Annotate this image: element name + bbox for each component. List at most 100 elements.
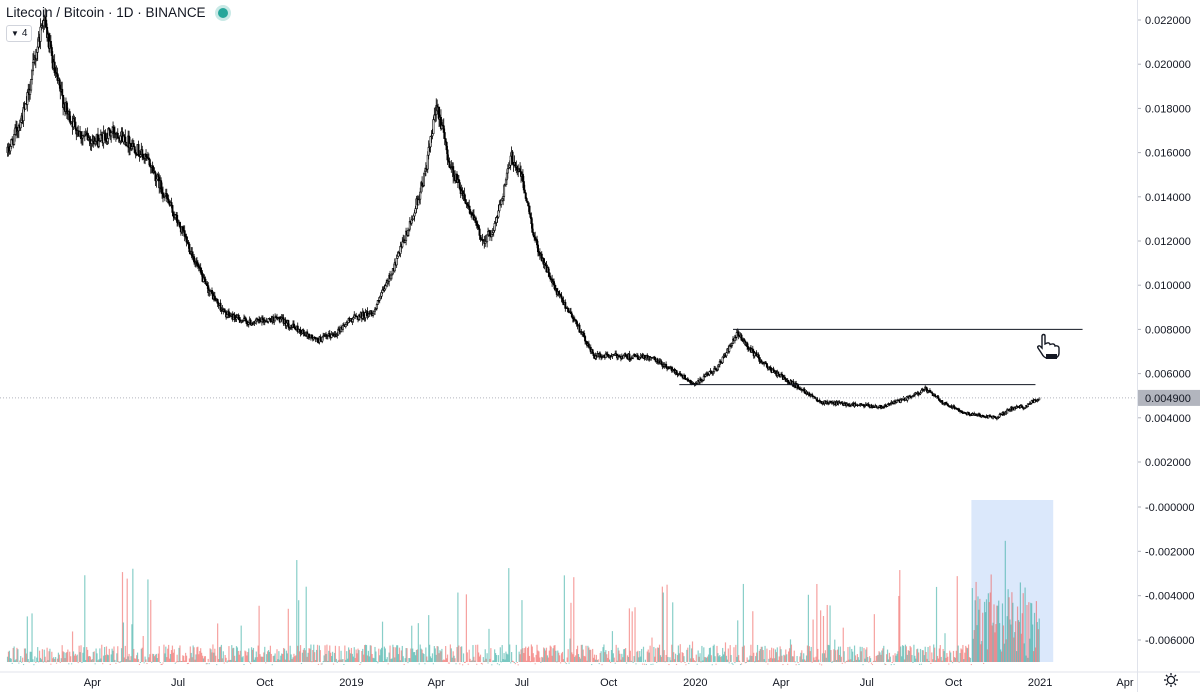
candle-body [529,213,532,218]
volume-bar [958,661,960,663]
x-tick-label: Jul [515,677,529,689]
candle-body [519,168,522,172]
volume-bar [675,663,678,665]
volume-bar [606,654,608,662]
volume-bar [760,646,762,662]
volume-bar [805,655,808,662]
candle-body [116,132,119,139]
volume-bar [447,662,450,664]
volume-bar [492,660,494,662]
y-tick-label: 0.006000 [1145,369,1191,381]
volume-bar [189,646,191,662]
candle-body [31,61,34,72]
candle-body [13,134,16,145]
x-tick-label: Apr [428,677,445,689]
volume-bar [886,649,889,662]
volume-bar [804,659,806,662]
y-tick-label: 0.004000 [1145,413,1191,425]
volume-bar [366,655,369,662]
volume-bar [421,649,423,662]
volume-bar [150,599,152,662]
candle-body [486,234,489,243]
volume-bar [136,652,139,662]
volume-bar [413,652,415,662]
volume-bar [243,664,245,666]
volume-bar [842,627,844,662]
volume-bar [208,663,210,665]
volume-bar [707,654,710,662]
volume-bar [663,650,665,662]
volume-bar [880,654,882,662]
volume-bar [960,648,962,662]
volume-bar [474,660,476,662]
candle-body [351,318,354,322]
volume-bar [676,655,679,662]
volume-bar [129,660,131,662]
chart-settings-button[interactable] [1160,671,1182,689]
indicators-collapse-button[interactable]: ▼ 4 [6,25,33,42]
volume-bar [1027,657,1029,662]
volume-bar [554,645,556,662]
volume-bar [262,656,264,662]
volume-bar [7,651,10,662]
volume-bar [631,611,633,662]
volume-bar [354,657,356,662]
volume-bar [948,663,950,665]
volume-bar [967,648,969,662]
volume-bar [666,584,668,662]
volume-bar [808,646,810,662]
volume-bar [704,656,706,662]
volume-bar [686,649,688,662]
volume-bar [513,662,516,664]
volume-bar [394,657,396,662]
volume-bar [111,648,113,662]
candle-body [559,293,562,297]
volume-bar [547,657,549,662]
x-tick-label: Apr [773,677,790,689]
x-tick-label: 2020 [683,677,707,689]
y-tick-label: 0.002000 [1145,457,1191,469]
volume-bar [767,663,769,665]
candle-body [399,245,402,254]
volume-bar [643,663,646,665]
indicators-count: 4 [21,28,28,39]
candle-body [167,199,170,204]
volume-bar [856,654,858,662]
candle-body [735,332,738,338]
candle-body [36,46,39,53]
volume-bar [199,651,201,662]
volume-bar [858,659,860,662]
volume-bar [855,659,858,662]
volume-bar [134,658,136,662]
candle-body [920,389,923,394]
candle-body [204,278,207,284]
candle-body [181,226,184,231]
volume-bar [698,656,700,662]
volume-bar [541,656,543,662]
volume-bar [682,652,684,662]
volume-bar [830,650,832,662]
volume-bar [517,664,519,666]
candle-body [157,174,160,178]
volume-bar [357,648,359,662]
volume-bar [992,622,994,662]
volume-bar [87,656,90,662]
volume-bar [440,651,442,662]
volume-bar [130,656,132,662]
volume-bar [522,648,524,662]
volume-bar [716,645,718,662]
volume-bar [920,663,923,665]
volume-bar [846,660,848,662]
volume-bar [174,662,176,664]
volume-bar [712,645,714,662]
candle-body [522,181,525,191]
candle-body [42,20,45,27]
volume-bar [58,654,60,662]
volume-bar [770,657,772,662]
volume-bar [298,600,300,662]
volume-bar [951,662,954,664]
volume-bar [168,644,170,662]
volume-bar [721,656,723,662]
volume-bar [681,652,683,662]
